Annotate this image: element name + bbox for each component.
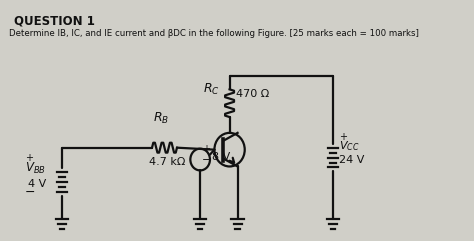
Text: $R_B$: $R_B$ (153, 111, 169, 126)
Text: 24 V: 24 V (339, 155, 365, 166)
Text: +: + (339, 132, 347, 142)
Text: Determine IB, IC, and IE current and βDC in the following Figure. [25 marks each: Determine IB, IC, and IE current and βDC… (9, 29, 419, 38)
Text: $R_C$: $R_C$ (203, 82, 219, 97)
Text: 4 V: 4 V (28, 179, 46, 189)
Text: $V_{CC}$: $V_{CC}$ (339, 140, 360, 154)
Text: 8 V: 8 V (212, 152, 230, 161)
Text: QUESTION 1: QUESTION 1 (14, 14, 95, 27)
Text: −: − (202, 155, 211, 166)
Text: 4.7 kΩ: 4.7 kΩ (149, 157, 186, 167)
Text: 470 Ω: 470 Ω (236, 89, 269, 99)
Text: +: + (25, 153, 33, 162)
Text: +: + (202, 144, 210, 154)
Text: $V_{BB}$: $V_{BB}$ (25, 161, 46, 176)
Text: −: − (25, 186, 35, 199)
